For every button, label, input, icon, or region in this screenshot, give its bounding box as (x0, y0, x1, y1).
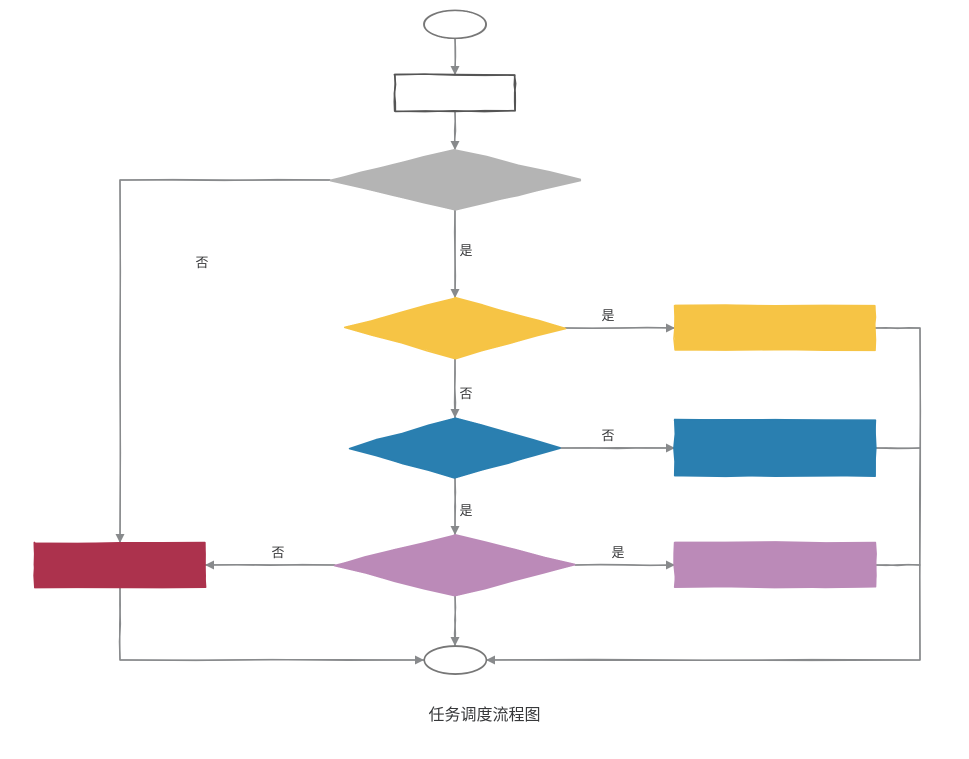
edge-label: 否 (195, 255, 208, 270)
edge-label: 是 (459, 503, 472, 518)
edge-addCore-end (486, 328, 920, 661)
edge-running-reject: 否 (120, 180, 330, 543)
edge-max-addMax: 是 (575, 545, 675, 565)
edge-queue-addQ: 否 (560, 428, 675, 448)
edge-reject-end (120, 587, 424, 660)
edge-label: 是 (611, 545, 624, 560)
edge-label: 是 (601, 308, 614, 323)
edge-core-addCore: 是 (565, 308, 675, 328)
edge-label: 是 (459, 243, 472, 258)
edge-label: 否 (601, 428, 614, 443)
caption: 任务调度流程图 (428, 706, 540, 724)
edge-addQ-end (875, 448, 920, 449)
edge-label: 否 (271, 545, 284, 560)
edge-label: 否 (459, 386, 472, 401)
edge-running-core: 是 (455, 210, 473, 298)
edge-max-reject: 否 (205, 545, 335, 565)
edge-addMax-end (875, 565, 920, 566)
